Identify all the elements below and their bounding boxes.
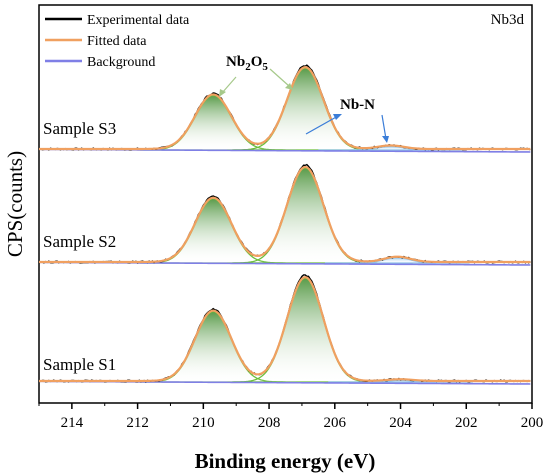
annotation-arrows [219, 68, 389, 143]
fitted-data-line [39, 165, 531, 264]
legend: Experimental data Fitted data Background [45, 13, 190, 70]
x-axis: 214 212 210 208 206 204 202 200 [38, 403, 544, 431]
sample-label: Sample S2 [43, 232, 116, 251]
legend-label-background: Background [87, 55, 155, 70]
sample-label: Sample S3 [43, 119, 116, 138]
x-tick-label: 208 [258, 415, 281, 431]
x-tick-label: 214 [61, 415, 84, 431]
x-tick-label: 204 [389, 415, 412, 431]
fitted-data-line [39, 276, 531, 383]
nb2o5-annotation: Nb2O5 [226, 54, 268, 73]
series-layer [38, 64, 531, 385]
x-tick-label: 212 [126, 415, 149, 431]
legend-label-experimental: Experimental data [87, 13, 190, 28]
fitted-data-line [39, 66, 531, 151]
sample-labels: Sample S3 Sample S2 Sample S1 [43, 119, 116, 374]
x-tick-label: 202 [455, 415, 478, 431]
nb2o5-component-peak [232, 167, 378, 264]
nb2o5-text-main: Nb [226, 54, 245, 70]
plot-frame [38, 4, 533, 404]
legend-label-fitted: Fitted data [87, 34, 147, 49]
x-tick-label: 200 [521, 415, 544, 431]
sample-label: Sample S1 [43, 355, 116, 374]
corner-label: Nb3d [491, 12, 525, 28]
nb2o5-text-mid: O [251, 54, 263, 70]
nbn-annotation: Nb-N [340, 97, 375, 113]
x-tick-label: 206 [324, 415, 347, 431]
nb2o5-sub2: 5 [262, 61, 268, 73]
nb2o5-component-peak [232, 277, 378, 383]
y-axis-label: CPS(counts) [3, 151, 27, 257]
nb2o5-sub1: 2 [245, 61, 251, 73]
x-tick-label: 210 [192, 415, 215, 431]
x-axis-label: Binding energy (eV) [195, 449, 376, 473]
svg-text:Nb2O5: Nb2O5 [226, 54, 268, 73]
